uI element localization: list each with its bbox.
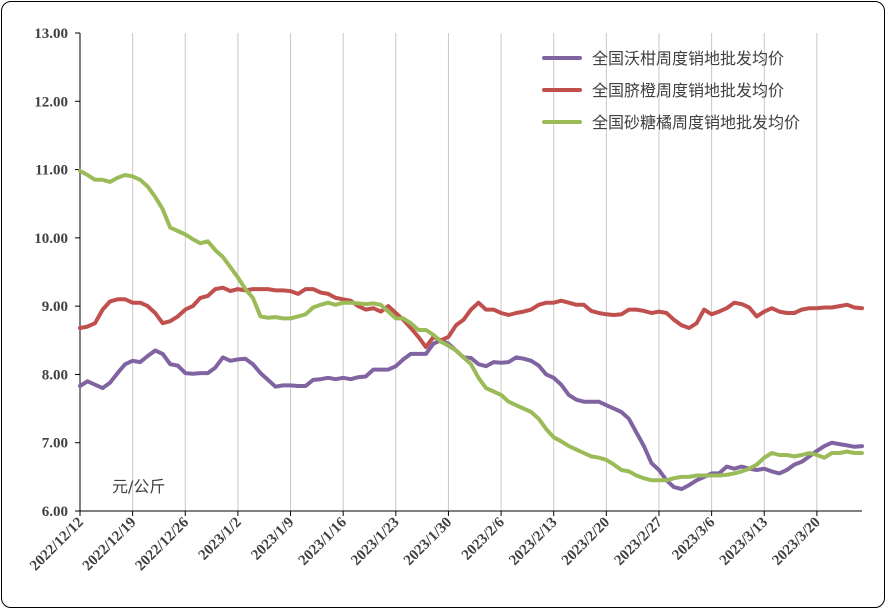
y-tick-label: 11.00 — [35, 163, 68, 179]
x-tick-label: 2023/3/20 — [769, 515, 823, 569]
unit-label: 元/公斤 — [112, 477, 165, 496]
y-tick-label: 10.00 — [34, 231, 68, 247]
y-tick-label: 13.00 — [34, 26, 68, 42]
x-tick-label: 2023/1/9 — [248, 515, 297, 564]
x-tick-label: 2023/2/27 — [611, 514, 666, 569]
y-axis-ticks: 6.00 7.00 8.00 9.00 10.00 11.00 12.00 13.00 — [34, 26, 68, 520]
x-tick-label: 2023/2/6 — [459, 514, 508, 563]
legend-label: 全国砂糖橘周度销地批发均价 — [592, 113, 800, 132]
x-tick-label: 2023/2/13 — [506, 515, 560, 569]
x-tick-label: 2023/2/20 — [559, 515, 613, 569]
y-tick-label: 9.00 — [42, 299, 68, 315]
x-tick-label: 2022/12/12 — [27, 515, 87, 575]
y-tick-label: 6.00 — [42, 504, 68, 520]
series-line-1 — [78, 338, 864, 492]
axes — [75, 32, 862, 516]
grid-lines — [132, 33, 818, 511]
x-tick-label: 2023/1/2 — [196, 515, 245, 564]
legend-label: 全国沃柑周度销地批发均价 — [592, 49, 784, 68]
y-tick-label: 12.00 — [34, 94, 68, 110]
x-tick-label: 2023/1/23 — [348, 515, 402, 569]
y-tick-label: 7.00 — [42, 436, 68, 452]
series-line-2 — [78, 285, 864, 350]
x-tick-label: 2022/12/19 — [80, 515, 140, 575]
series-lines — [78, 168, 864, 492]
series-line-3 — [78, 168, 864, 483]
x-tick-label: 2023/3/6 — [669, 514, 718, 563]
y-tick-label: 8.00 — [42, 367, 68, 383]
x-tick-label: 2023/3/13 — [717, 515, 771, 569]
x-tick-label: 2023/1/16 — [296, 514, 351, 569]
x-tick-label: 2023/1/30 — [401, 515, 455, 569]
x-tick-label: 2022/12/26 — [132, 514, 192, 574]
legend-label: 全国脐橙周度销地批发均价 — [592, 81, 784, 100]
